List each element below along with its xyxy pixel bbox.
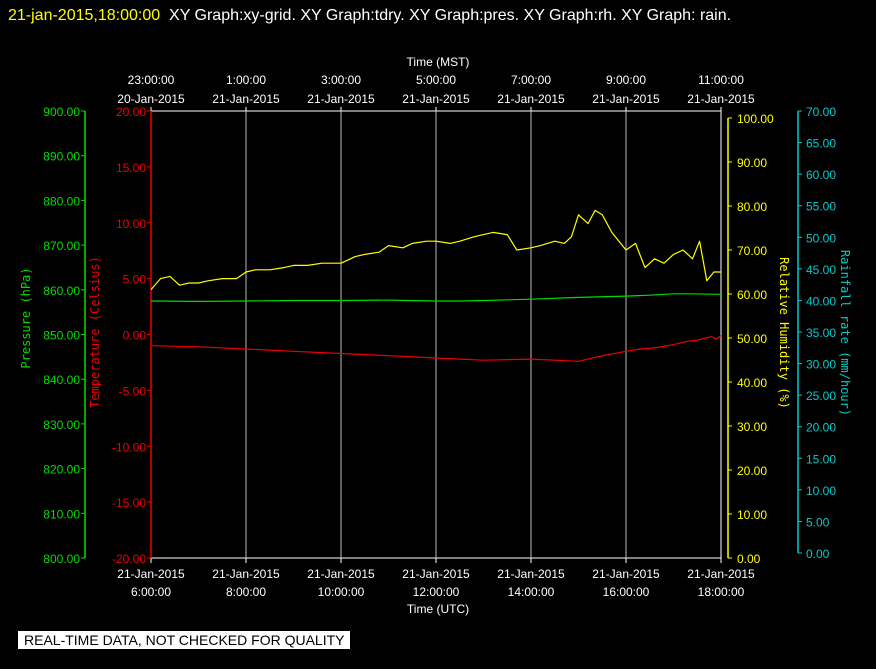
humidity-series-line xyxy=(150,209,721,290)
rain-tick-label: 50.00 xyxy=(806,231,836,245)
bottom-tick-time: 16:00:00 xyxy=(603,585,650,599)
bottom-tick-date: 21-Jan-2015 xyxy=(402,567,470,581)
pressure-tick-label: 890.00 xyxy=(43,150,80,164)
humidity-tick-label: 0.00 xyxy=(737,552,761,566)
pressure-tick-label: 820.00 xyxy=(43,463,80,477)
bottom-time-axis: 21-Jan-2015 6:00:00 21-Jan-2015 8:00:00 21-J… xyxy=(117,558,755,599)
pressure-tick-label: 810.00 xyxy=(43,507,80,521)
bottom-tick-date: 21-Jan-2015 xyxy=(592,567,660,581)
top-axis-title: Time (MST) xyxy=(407,55,470,69)
top-tick-date: 21-Jan-2015 xyxy=(307,92,375,106)
temperature-tick-label: 15.00 xyxy=(116,161,146,175)
bottom-tick-date: 21-Jan-2015 xyxy=(687,567,755,581)
pressure-axis: 900.00 890.00 880.00 870.00 860.00 850.00 840.… xyxy=(43,105,86,566)
temperature-tick-label: 10.00 xyxy=(116,217,146,231)
top-tick-time: 11:00:00 xyxy=(698,73,744,87)
humidity-axis-title: Relative Humidity (%) xyxy=(777,257,791,409)
top-tick-time: 3:00:00 xyxy=(321,73,361,87)
top-tick-time: 7:00:00 xyxy=(511,73,551,87)
page-title: 21-jan-2015,18:00:00 XY Graph:xy-grid. X… xyxy=(8,3,858,29)
temperature-tick-label: 5.00 xyxy=(123,273,147,287)
humidity-tick-label: 40.00 xyxy=(737,376,767,390)
pressure-tick-label: 840.00 xyxy=(43,373,80,387)
pressure-tick-label: 860.00 xyxy=(43,284,80,298)
rain-tick-label: 30.00 xyxy=(806,358,836,372)
rain-tick-label: 5.00 xyxy=(806,515,830,529)
temperature-tick-label: -5.00 xyxy=(119,384,147,398)
bottom-tick-date: 21-Jan-2015 xyxy=(497,567,565,581)
humidity-tick-label: 70.00 xyxy=(737,244,767,258)
top-tick-time: 1:00:00 xyxy=(226,73,266,87)
pressure-tick-label: 900.00 xyxy=(43,105,80,119)
pressure-tick-label: 870.00 xyxy=(43,239,80,253)
temperature-tick-label: 0.00 xyxy=(123,329,147,343)
humidity-tick-label: 50.00 xyxy=(737,332,767,346)
rain-tick-label: 10.00 xyxy=(806,484,836,498)
pressure-series-line xyxy=(150,293,722,302)
bottom-tick-time: 12:00:00 xyxy=(413,585,460,599)
temperature-tick-label: -15.00 xyxy=(112,496,146,510)
humidity-tick-label: 10.00 xyxy=(737,508,767,522)
top-time-axis: 23:00:00 20-Jan-2015 1:00:00 21-Jan-2015 3:0… xyxy=(117,73,755,111)
rain-tick-label: 15.00 xyxy=(806,452,836,466)
temperature-series-line xyxy=(150,335,722,362)
pressure-tick-label: 850.00 xyxy=(43,329,80,343)
rain-tick-label: 65.00 xyxy=(806,137,836,151)
bottom-tick-date: 21-Jan-2015 xyxy=(117,567,185,581)
top-tick-date: 21-Jan-2015 xyxy=(212,92,280,106)
top-tick-date: 21-Jan-2015 xyxy=(402,92,470,106)
top-tick-time: 23:00:00 xyxy=(128,73,175,87)
pressure-axis-title: Pressure (hPa) xyxy=(19,267,33,368)
humidity-tick-label: 100.00 xyxy=(737,112,774,126)
top-tick-time: 5:00:00 xyxy=(416,73,456,87)
humidity-tick-label: 20.00 xyxy=(737,464,767,478)
temperature-tick-label: -10.00 xyxy=(112,440,146,454)
humidity-tick-label: 30.00 xyxy=(737,420,767,434)
rain-tick-label: 0.00 xyxy=(806,547,830,561)
humidity-axis: 100.00 90.00 80.00 70.00 60.00 50.00 40.00 30.0… xyxy=(727,112,774,566)
top-tick-date: 20-Jan-2015 xyxy=(117,92,185,106)
top-tick-date: 21-Jan-2015 xyxy=(592,92,660,106)
temperature-tick-label: 20.00 xyxy=(116,105,146,119)
humidity-tick-label: 80.00 xyxy=(737,200,767,214)
temperature-tick-label: -20.00 xyxy=(112,552,146,566)
title-graph-list: XY Graph:xy-grid. XY Graph:tdry. XY Grap… xyxy=(169,7,732,24)
top-tick-date: 21-Jan-2015 xyxy=(687,92,755,106)
rain-tick-label: 25.00 xyxy=(806,389,836,403)
humidity-tick-label: 90.00 xyxy=(737,156,767,170)
rain-tick-label: 45.00 xyxy=(806,263,836,277)
title-timestamp: 21-jan-2015,18:00:00 xyxy=(8,7,161,24)
quality-notice: REAL-TIME DATA, NOT CHECKED FOR QUALITY xyxy=(18,631,351,649)
temperature-axis: 20.00 15.00 10.00 5.00 0.00 -5.00 -10.00 -15.00… xyxy=(112,105,152,566)
rain-tick-label: 40.00 xyxy=(806,294,836,308)
pressure-tick-label: 800.00 xyxy=(43,552,80,566)
top-tick-date: 21-Jan-2015 xyxy=(497,92,565,106)
pressure-tick-label: 880.00 xyxy=(43,194,80,208)
rain-axis: 70.00 65.00 60.00 55.00 50.00 45.00 40.00 35.00… xyxy=(797,105,836,561)
bottom-tick-time: 6:00:00 xyxy=(131,585,171,599)
rain-tick-label: 35.00 xyxy=(806,326,836,340)
rain-tick-label: 20.00 xyxy=(806,421,836,435)
rain-tick-label: 60.00 xyxy=(806,168,836,182)
bottom-tick-date: 21-Jan-2015 xyxy=(307,567,375,581)
pressure-tick-label: 830.00 xyxy=(43,418,80,432)
grid-lines xyxy=(245,111,627,558)
bottom-tick-time: 14:00:00 xyxy=(508,585,555,599)
temperature-axis-title: Temperature (Celsius) xyxy=(88,256,102,408)
rain-tick-label: 70.00 xyxy=(806,105,836,119)
bottom-tick-time: 18:00:00 xyxy=(698,585,745,599)
rain-axis-title: Rainfall rate (mm/hour) xyxy=(838,250,852,416)
bottom-tick-date: 21-Jan-2015 xyxy=(212,567,280,581)
bottom-tick-time: 10:00:00 xyxy=(318,585,365,599)
rain-tick-label: 55.00 xyxy=(806,200,836,214)
top-tick-time: 9:00:00 xyxy=(606,73,646,87)
bottom-axis-title: Time (UTC) xyxy=(407,602,469,616)
bottom-tick-time: 8:00:00 xyxy=(226,585,266,599)
humidity-tick-label: 60.00 xyxy=(737,288,767,302)
series-lines xyxy=(150,209,722,362)
